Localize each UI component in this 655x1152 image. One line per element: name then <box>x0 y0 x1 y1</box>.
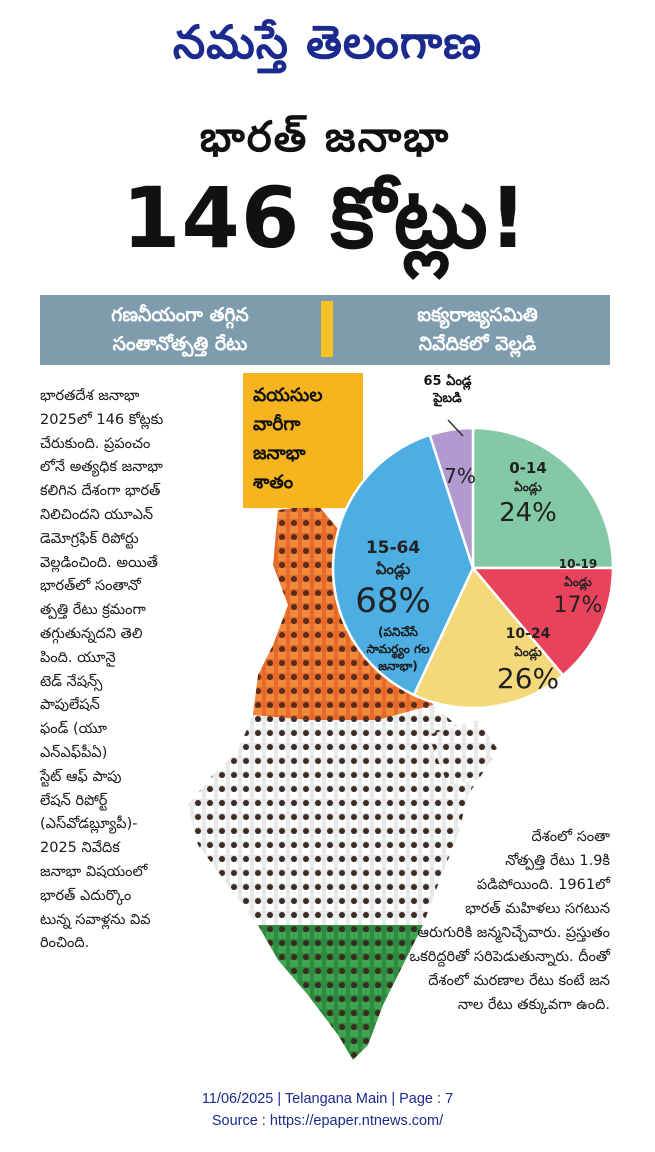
pie-group-label: 0-14 <box>509 459 547 477</box>
slice-label-65plus-group: 65 ఏండ్ల <box>423 374 472 389</box>
pie-group-label: 10-19 <box>559 557 597 571</box>
masthead-logo: నమస్తే తెలంగాణ <box>172 15 483 69</box>
subhead-left-line: గణనీయంగా తగ్గిన <box>111 304 249 326</box>
age-box-line: జనాభా <box>253 443 306 464</box>
age-box-line: వయసుల <box>253 385 323 406</box>
pie-slice-0-14 <box>471 426 615 570</box>
pie-note-label: జనాభా) <box>378 659 418 673</box>
pie-slice-10-19 <box>470 566 615 678</box>
pie-slice-label: 10-19 ఏండ్లు 17% <box>554 557 603 618</box>
age-legend-box: వయసుల వారీగా జనాభా శాతం <box>243 373 363 508</box>
headline-line-1: భారత్ జనాభా <box>199 112 451 161</box>
pie-value-label: 7% <box>444 464 476 488</box>
article-body-right: దేశంలో సంతా నోత్పత్తి రేటు 1.9కి పడిపోయి… <box>409 829 610 1013</box>
map-northeast-region <box>428 720 498 785</box>
pie-group-label: 15-64 <box>366 538 421 558</box>
pie-value-label: 68% <box>355 581 431 621</box>
subhead-divider <box>321 301 333 357</box>
map-white-region <box>188 705 488 925</box>
pie-slice-label: 0-14 ఏండ్లు 24% <box>499 459 557 528</box>
pie-value-label: 24% <box>499 498 557 528</box>
age-box-line: వారీగా <box>253 414 301 435</box>
pie-slice-10-24 <box>412 565 565 710</box>
pie-group-label: 10-24 <box>506 626 551 642</box>
headline-line-2: 146 కోట్లు! <box>121 169 529 267</box>
pie-group-sub: ఏండ్లు <box>564 575 592 591</box>
pie-slice-15-64 <box>331 433 475 697</box>
subhead-right-line: ఐక్యరాజ్యసమితి <box>417 304 538 326</box>
pie-group-sub: ఏండ్లు <box>376 560 411 580</box>
pie-group-sub: ఏండ్లు <box>514 480 542 496</box>
subhead-right: ఐక్యరాజ్యసమితి నివేదికలో వెల్లడి <box>360 301 595 359</box>
footer-edition: 11/06/2025 | Telangana Main | Page : 7 <box>201 1091 454 1107</box>
pie-slice-label: 7% <box>444 464 476 488</box>
pie-slice-65-ఏండ్ల <box>428 426 475 569</box>
map-green-region <box>258 925 423 1060</box>
article-body-left: భారతదేశ జనాభా 2025లో 146 కోట్లకు చేరుకుం… <box>40 388 164 952</box>
subhead-band: గణనీయంగా తగ్గిన సంతానోత్పత్తి రేటు ఐక్యర… <box>40 295 610 365</box>
pie-pointer-65plus <box>447 419 464 437</box>
subhead-left: గణనీయంగా తగ్గిన సంతానోత్పత్తి రేటు <box>60 301 300 359</box>
age-box-line: శాతం <box>253 472 294 493</box>
pie-value-label: 17% <box>554 593 603 618</box>
pie-slice-label: 10-24 ఏండ్లు26% <box>497 626 559 695</box>
masthead: నమస్తే తెలంగాణ <box>0 0 655 85</box>
pie-value-label: 26% <box>497 662 559 695</box>
slice-label-65plus-sub: పైబడి <box>433 391 462 406</box>
slice-label-65plus: 65 ఏండ్ల పైబడి <box>400 373 495 407</box>
pie-group-sub: ఏండ్లు <box>514 645 542 661</box>
subhead-left-line: సంతానోత్పత్తి రేటు <box>112 333 248 355</box>
pie-note-label: (పనిచేసే <box>378 625 419 639</box>
age-pie-chart: 0-14ఏండ్లు24%10-19ఏండ్లు17%10-24ఏండ్లు26… <box>331 419 615 710</box>
footer-source: Source : https://epaper.ntnews.com/ <box>211 1113 444 1129</box>
page-footer: 11/06/2025 | Telangana Main | Page : 7 S… <box>0 1088 655 1132</box>
news-article: భారత్ జనాభా 146 కోట్లు! గణనీయంగా తగ్గిన … <box>40 100 615 1070</box>
subhead-right-line: నివేదికలో వెల్లడి <box>418 333 537 355</box>
pie-note-label: సామర్థ్యం గల <box>366 642 430 659</box>
